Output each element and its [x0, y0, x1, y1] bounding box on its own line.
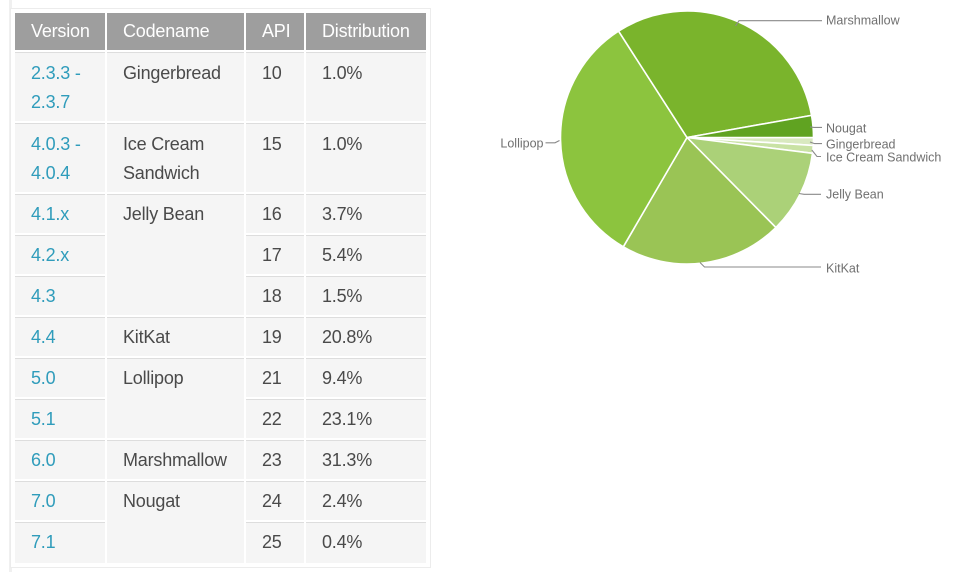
svg-text:Nougat: Nougat [826, 122, 867, 136]
svg-text:Ice Cream Sandwich: Ice Cream Sandwich [826, 151, 941, 165]
svg-text:Marshmallow: Marshmallow [826, 14, 901, 28]
svg-text:Jelly Bean: Jelly Bean [826, 188, 884, 202]
svg-text:Gingerbread: Gingerbread [826, 138, 896, 152]
svg-text:KitKat: KitKat [826, 262, 860, 276]
svg-text:Lollipop: Lollipop [500, 137, 543, 151]
